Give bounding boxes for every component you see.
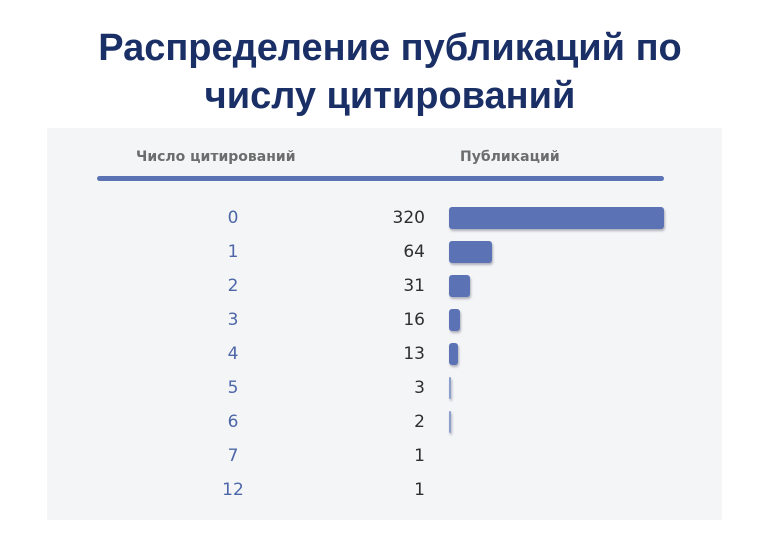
column-header-citations: Число цитирований [136,149,296,165]
value-label-0: 320 [392,208,425,228]
value-label-4: 13 [403,344,425,364]
bar-citations-4 [449,343,458,365]
slide-title-line-1: Распределение публикаций по [98,27,682,69]
bar-citations-0 [449,207,664,229]
value-label-3: 16 [403,310,425,330]
value-label-1: 64 [403,242,425,262]
value-label-7: 1 [414,446,425,466]
row-label-citations-2: 2 [227,276,239,296]
value-label-2: 31 [403,276,425,296]
row-label-citations-0: 0 [227,208,239,228]
column-header-publications: Публикаций [460,149,560,165]
row-label-citations-6: 6 [227,412,239,432]
row-label-citations-7: 7 [227,446,239,466]
bar-citations-1 [449,241,492,263]
bar-citations-2 [449,275,470,297]
slide-title: Распределение публикаций по числу цитиро… [0,24,780,120]
row-label-citations-12: 12 [222,480,244,500]
chart-panel [47,128,722,520]
slide-title-line-2: числу цитирований [204,75,576,117]
value-label-5: 3 [414,378,425,398]
row-label-citations-5: 5 [227,378,239,398]
bar-citations-6 [449,411,451,433]
bar-citations-3 [449,309,460,331]
row-label-citations-1: 1 [227,242,239,262]
row-label-citations-3: 3 [227,310,239,330]
bar-citations-5 [449,377,451,399]
value-label-12: 1 [414,480,425,500]
value-label-6: 2 [414,412,425,432]
row-label-citations-4: 4 [227,344,239,364]
header-rule [97,176,664,181]
